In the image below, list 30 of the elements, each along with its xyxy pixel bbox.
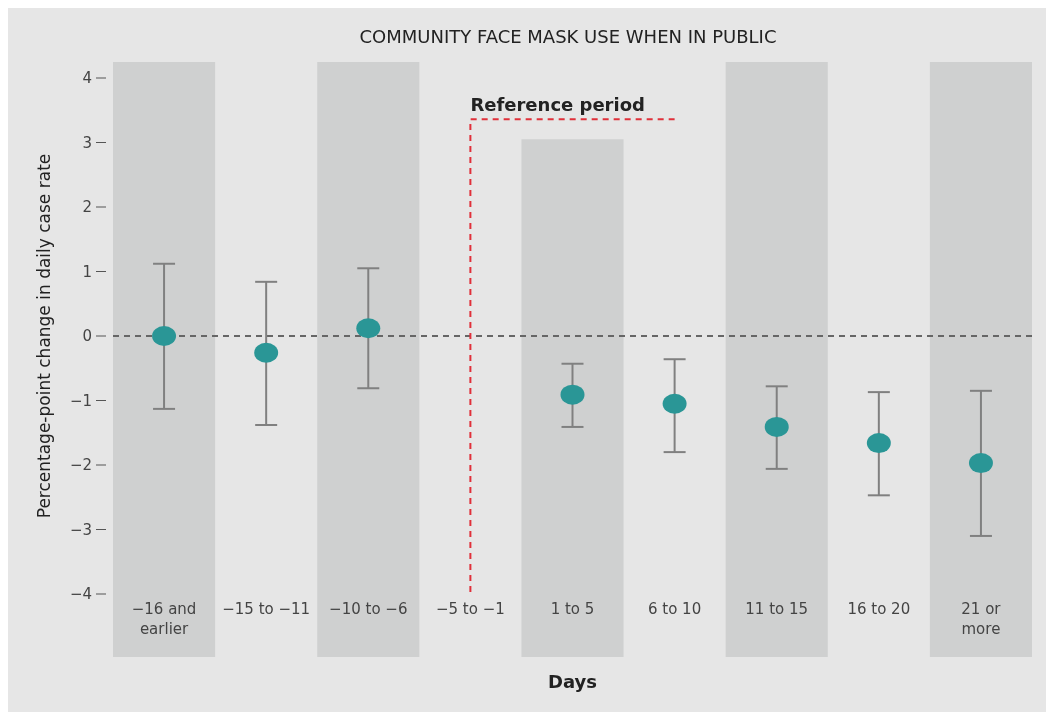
y-tick-label: 2 xyxy=(82,198,92,217)
x-tick-label: −10 to −6 xyxy=(329,600,408,618)
x-tick-label: 21 or more xyxy=(961,600,1002,638)
y-axis-title: Percentage-point change in daily case rate xyxy=(34,153,54,519)
point xyxy=(254,342,279,363)
x-tick-label: 11 to 15 xyxy=(745,600,809,618)
x-tick-label: −16 and earlier xyxy=(131,600,197,638)
y-tick-label: −2 xyxy=(69,456,92,475)
x-tick-label: −15 to −11 xyxy=(222,600,311,618)
x-tick-label: 1 to 5 xyxy=(550,600,595,618)
point xyxy=(866,433,891,454)
chart-title: COMMUNITY FACE MASK USE WHEN IN PUBLIC xyxy=(359,26,777,47)
point xyxy=(968,453,993,474)
point xyxy=(152,326,177,346)
point xyxy=(356,318,381,339)
point xyxy=(764,416,789,437)
x-axis-title: Days xyxy=(548,671,597,692)
y-tick-label: 4 xyxy=(82,69,92,88)
point xyxy=(662,393,687,414)
ref-line-label: Reference period xyxy=(470,94,645,116)
x-tick-label: 6 to 10 xyxy=(647,600,702,618)
y-tick-label: −3 xyxy=(69,520,92,539)
y-tick-label: 1 xyxy=(82,262,92,281)
y-tick-label: −4 xyxy=(69,585,92,604)
y-tick-label: 3 xyxy=(82,133,92,152)
x-tick-label: 16 to 20 xyxy=(847,600,911,618)
x-tick-label: −5 to −1 xyxy=(435,600,505,618)
y-tick-label: −1 xyxy=(69,391,92,410)
y-tick-label: 0 xyxy=(82,327,92,346)
point xyxy=(560,384,585,405)
